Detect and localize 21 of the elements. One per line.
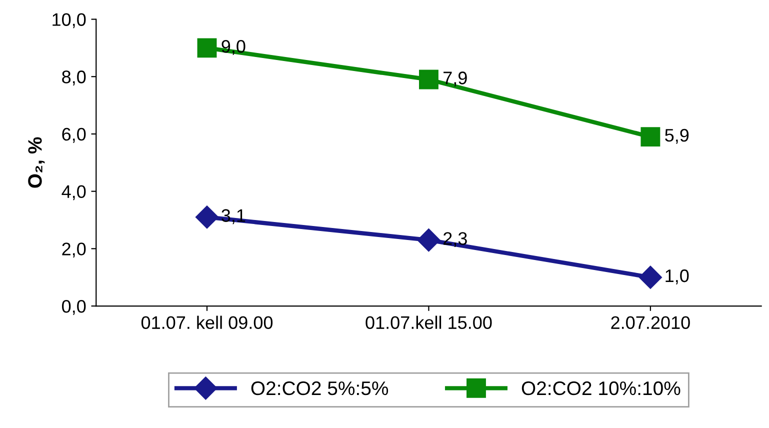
data-label: 7,9 <box>444 72 467 86</box>
y-tick-label: 10,0 <box>52 13 86 28</box>
y-tick-label: 8,0 <box>62 70 86 86</box>
data-label: 5,9 <box>665 128 689 144</box>
y-tick-label: 0,0 <box>62 300 86 315</box>
point <box>195 206 218 229</box>
point <box>418 70 438 90</box>
point <box>640 127 660 147</box>
x-tick-label: 01.07.kell 15.00 <box>366 316 492 330</box>
point <box>417 228 440 252</box>
data-label: 1,0 <box>666 269 689 284</box>
y-tick-label: 2,0 <box>62 242 86 258</box>
legend-label: O2:CO2 10%:10% <box>522 381 680 396</box>
y-tick-label: 4,0 <box>62 185 86 200</box>
x-tick-label: 01.07. kell 09.00 <box>141 316 273 330</box>
point <box>197 38 217 58</box>
y-tick-label: 6,0 <box>62 128 86 143</box>
y-axis-title: O₂, % <box>28 137 45 188</box>
x-tick-label: 2.07.2010 <box>611 316 690 330</box>
point <box>638 266 662 289</box>
legend-label: O2:CO2 5%:5% <box>251 381 388 396</box>
